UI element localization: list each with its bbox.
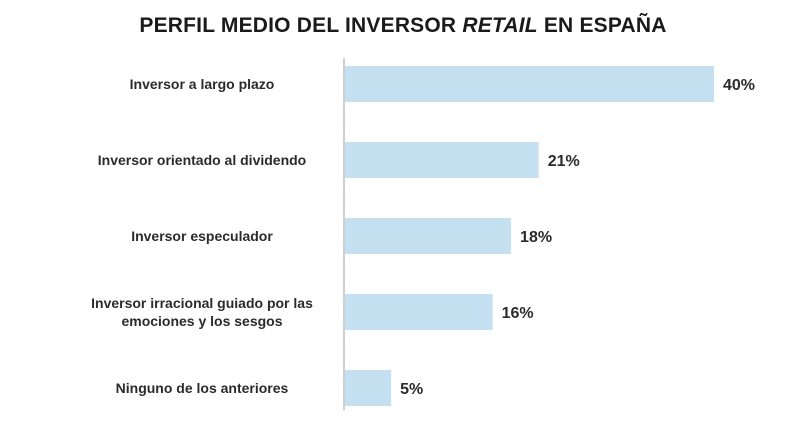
category-label: Inversor irracional guiado por las emocio… <box>91 295 313 329</box>
title-part-1: PERFIL MEDIO DEL INVERSOR <box>139 14 463 37</box>
bar <box>345 218 512 254</box>
bar <box>345 142 539 178</box>
title-part-3: EN ESPAÑA <box>537 14 667 37</box>
value-label: 16% <box>502 305 534 322</box>
value-label: 5% <box>400 381 423 398</box>
category-label: Inversor especulador <box>131 228 273 244</box>
category-label-line: emociones y los sesgos <box>121 313 282 329</box>
category-label: Inversor orientado al dividendo <box>98 152 306 168</box>
value-label: 40% <box>723 77 755 94</box>
category-label: Inversor a largo plazo <box>130 76 275 92</box>
value-label: 18% <box>520 229 552 246</box>
category-label-line: Inversor especulador <box>131 228 273 244</box>
chart-title: PERFIL MEDIO DEL INVERSOR RETAIL EN ESPA… <box>0 14 806 38</box>
bar <box>345 66 714 102</box>
category-label-line: Inversor irracional guiado por las <box>91 295 313 311</box>
value-label: 21% <box>548 153 580 170</box>
bar <box>345 294 493 330</box>
bar <box>345 370 392 406</box>
category-label-line: Ninguno de los anteriores <box>116 380 289 396</box>
category-label-line: Inversor a largo plazo <box>130 76 275 92</box>
title-part-2: RETAIL <box>462 14 538 37</box>
category-label: Ninguno de los anteriores <box>116 380 289 396</box>
category-label-line: Inversor orientado al dividendo <box>98 152 306 168</box>
